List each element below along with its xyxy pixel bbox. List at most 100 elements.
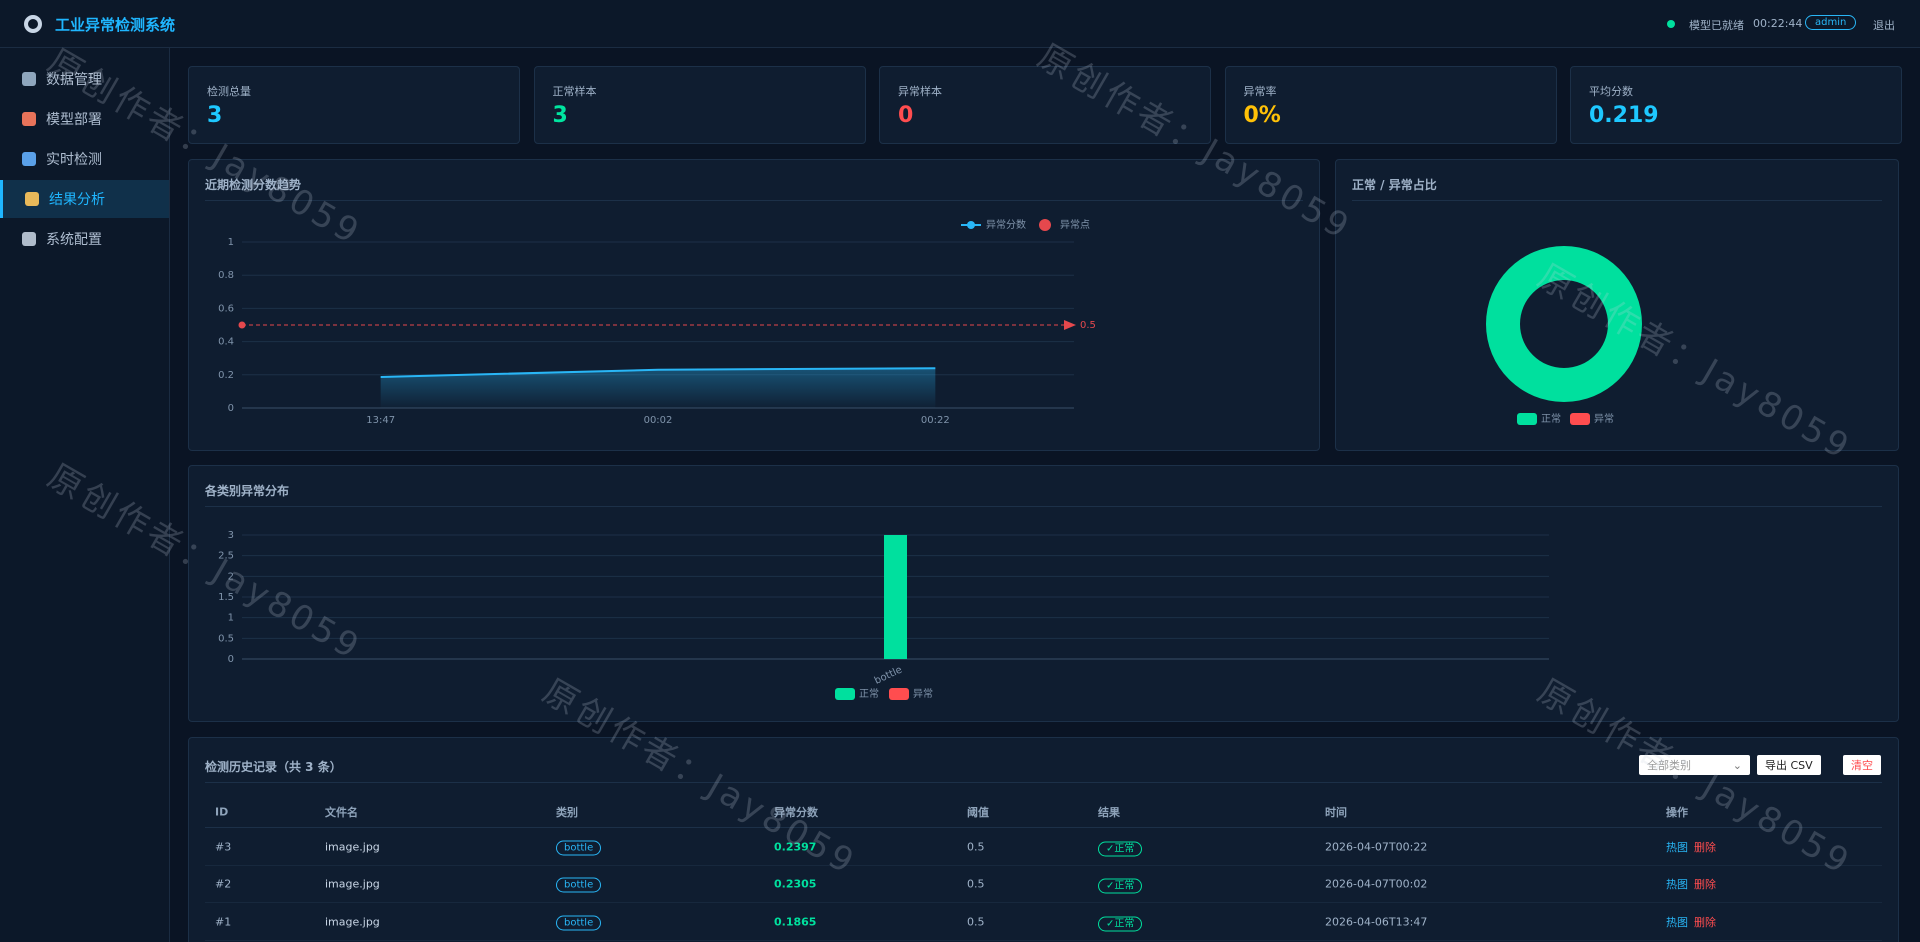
row-rule [205, 902, 1882, 903]
category-filter[interactable]: 全部类别 ⌄ [1639, 755, 1750, 775]
app-title: 工业异常检测系统 [55, 16, 176, 34]
separator [205, 506, 1882, 507]
table-cell: 0.5 [967, 877, 985, 891]
category-text: bottle [556, 877, 602, 893]
history-panel: 检测历史记录（共 3 条） 全部类别 ⌄ 导出 CSV 清空 ID 文件名 类别 异常分… [188, 737, 1899, 942]
stat-card: 正常样本 3 [533, 66, 866, 144]
header-rule [205, 827, 1882, 828]
table-cell: image.jpg [325, 840, 380, 854]
table-cell: 2026-04-07T00:02 [1325, 877, 1428, 891]
category-pill: bottle [556, 840, 602, 856]
stat-value: 3 [207, 103, 223, 128]
stat-value: 0 [898, 103, 914, 128]
export-button[interactable]: 导出 CSV [1757, 755, 1821, 775]
column-header: 异常分数 [774, 806, 818, 819]
nav-icon [25, 192, 39, 206]
stat-card: 异常样本 0 [879, 66, 1211, 144]
table-cell: #2 [215, 877, 232, 891]
logo-icon [24, 15, 42, 33]
status-dot [1667, 20, 1675, 28]
stat-value: 0% [1243, 103, 1281, 128]
stat-label: 异常率 [1243, 85, 1277, 98]
stat-card: 平均分数 0.219 [1570, 66, 1902, 144]
column-header: 时间 [1325, 806, 1347, 819]
category-text: bottle [556, 840, 602, 856]
nav-item[interactable]: 实时检测 [0, 140, 169, 178]
separator [205, 782, 1882, 783]
category-panel: 各类别异常分布 [188, 465, 1899, 722]
stat-label: 检测总量 [207, 85, 251, 98]
trend-panel: 近期检测分数趋势 [188, 159, 1320, 451]
logout[interactable]: 退出 [1873, 19, 1895, 32]
score: 0.2305 [774, 877, 817, 891]
panel-title: 正常 / 异常占比 [1352, 178, 1437, 192]
ratio-panel: 正常 / 异常占比 [1335, 159, 1899, 451]
row-rule [205, 865, 1882, 866]
nav-icon [22, 152, 36, 166]
score: 0.2397 [774, 840, 817, 854]
delete-link[interactable]: 删除 [1694, 878, 1716, 891]
stat-value: 0.219 [1589, 103, 1659, 128]
stat-value: 3 [552, 103, 568, 128]
result-badge: ✓正常 [1098, 916, 1143, 932]
panel-title: 检测历史记录（共 3 条） [205, 760, 342, 774]
column-header: ID [215, 805, 229, 819]
nav-label: 实时检测 [46, 152, 102, 168]
row-rule [205, 940, 1882, 941]
table-cell: 2026-04-06T13:47 [1325, 915, 1428, 929]
result-badge: ✓正常 [1098, 878, 1143, 894]
nav-icon [22, 112, 36, 126]
stat-card: 异常率 0% [1224, 66, 1557, 144]
column-header: 阈值 [967, 806, 989, 819]
nav-icon [22, 72, 36, 86]
table-cell: 0.5 [967, 915, 985, 929]
table-cell: 0.5 [967, 840, 985, 854]
table-cell: image.jpg [325, 877, 380, 891]
separator [1352, 200, 1882, 201]
clear-button[interactable]: 清空 [1843, 755, 1881, 775]
stat-label: 正常样本 [552, 85, 597, 98]
nav-item[interactable]: 模型部署 [0, 100, 169, 138]
nav-item[interactable]: 数据管理 [0, 60, 169, 98]
stat-label: 异常样本 [898, 85, 942, 98]
table-cell: ✓正常 [1098, 877, 1143, 894]
delete-link[interactable]: 删除 [1694, 841, 1716, 854]
table-cell: ✓正常 [1098, 840, 1143, 857]
nav-label: 模型部署 [46, 112, 102, 128]
category-text: bottle [556, 915, 602, 931]
table-cell: image.jpg [325, 915, 380, 929]
delete-link[interactable]: 删除 [1694, 916, 1716, 929]
heatmap-link[interactable]: 热图 [1666, 841, 1688, 854]
nav-item[interactable]: 结果分析 [0, 180, 169, 218]
separator [205, 200, 1303, 201]
table-cell: #3 [215, 840, 232, 854]
clock: 00:22:44 [1753, 17, 1803, 30]
category-pill: bottle [556, 915, 602, 931]
status-text: 模型已就绪 [1689, 19, 1744, 32]
column-header: 类别 [556, 806, 578, 819]
column-header: 操作 [1666, 806, 1688, 819]
panel-title: 各类别异常分布 [205, 484, 290, 498]
table-cell: 2026-04-07T00:22 [1325, 840, 1428, 854]
header: 工业异常检测系统 模型已就绪 00:22:44 admin 退出 [0, 0, 1920, 48]
nav-label: 结果分析 [49, 192, 105, 208]
table-cell: ✓正常 [1098, 915, 1143, 932]
score: 0.1865 [774, 915, 817, 929]
result-badge: ✓正常 [1098, 841, 1143, 857]
nav-item[interactable]: 系统配置 [0, 220, 169, 258]
panel-title: 近期检测分数趋势 [205, 178, 302, 192]
nav-label: 系统配置 [46, 232, 102, 248]
dropdown-arrow: ⌄ [1732, 758, 1742, 772]
column-header: 文件名 [325, 806, 358, 819]
heatmap-link[interactable]: 热图 [1666, 916, 1688, 929]
filter-text: 全部类别 [1647, 759, 1691, 772]
table-cell: #1 [215, 915, 232, 929]
nav-icon [22, 232, 36, 246]
heatmap-link[interactable]: 热图 [1666, 878, 1688, 891]
stat-card: 检测总量 3 [188, 66, 520, 144]
stat-label: 平均分数 [1589, 85, 1633, 98]
sidebar: 数据管理模型部署实时检测结果分析系统配置 [0, 48, 170, 942]
user-badge: admin [1805, 15, 1857, 30]
category-pill: bottle [556, 877, 602, 893]
